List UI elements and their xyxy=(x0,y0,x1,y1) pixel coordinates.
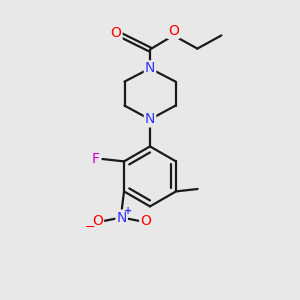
Text: O: O xyxy=(140,214,151,228)
Text: N: N xyxy=(116,211,127,224)
Text: O: O xyxy=(111,26,122,40)
Text: N: N xyxy=(145,112,155,126)
Text: F: F xyxy=(92,152,100,166)
Text: O: O xyxy=(92,214,103,228)
Text: N: N xyxy=(145,61,155,75)
Text: O: O xyxy=(168,24,179,38)
Text: −: − xyxy=(84,220,95,234)
Text: +: + xyxy=(124,206,132,217)
